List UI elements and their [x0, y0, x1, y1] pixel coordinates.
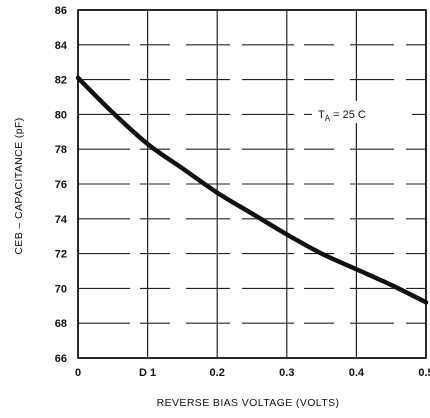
y-axis-title: CEB – CAPACITANCE (pF) [13, 117, 25, 254]
y-tick-labels: 66 68 70 72 74 76 78 80 82 84 86 [55, 5, 68, 365]
x-tick-label: 0.2 [210, 367, 225, 379]
y-tick-label: 84 [55, 40, 68, 52]
y-tick-label: 78 [55, 144, 67, 156]
plot-frame [77, 9, 427, 359]
y-tick-label: 76 [55, 179, 67, 191]
capacitance-curve-0 [75, 75, 429, 305]
x-tick-label: D 1 [139, 367, 156, 379]
y-tick-label: 82 [55, 75, 67, 87]
y-tick-label: 86 [55, 5, 67, 17]
frame-layer [77, 9, 427, 359]
annotation-backdrop [312, 101, 412, 123]
y-tick-label: 80 [55, 109, 67, 121]
x-tick-labels: 0 D 1 0.2 0.3 0.4 0.5 [75, 367, 430, 379]
y-tick-label: 72 [55, 249, 67, 261]
x-tick-label: 0.4 [349, 367, 365, 379]
x-tick-label: 0 [75, 367, 81, 379]
y-tick-label: 74 [55, 214, 68, 226]
x-axis-title: REVERSE BIAS VOLTAGE (VOLTS) [157, 397, 340, 409]
y-tick-label: 70 [55, 283, 67, 295]
curve-layer [75, 75, 429, 305]
y-tick-label: 68 [55, 318, 67, 330]
x-tick-label: 0.3 [279, 367, 294, 379]
y-tick-label: 66 [55, 353, 67, 365]
grid-layer [78, 10, 426, 358]
annotation-temperature: TA = 25 C [318, 109, 366, 123]
x-tick-label: 0.5 [418, 367, 430, 379]
